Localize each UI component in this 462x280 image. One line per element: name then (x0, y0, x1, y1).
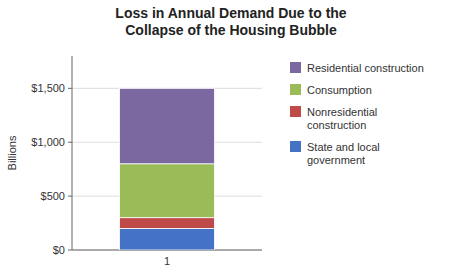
chart: Loss in Annual Demand Due to theCollapse… (0, 0, 462, 280)
legend-swatch (290, 84, 301, 95)
y-axis-label: Billions (6, 135, 18, 170)
bar-segment (120, 228, 215, 250)
tick-mark (68, 142, 72, 143)
legend-swatch (290, 62, 301, 73)
legend-label: State and localgovernment (307, 141, 380, 166)
tick-label: $0 (53, 244, 65, 256)
tick-label: $1,000 (31, 136, 65, 148)
y-axis-line (72, 56, 73, 250)
tick-mark (68, 250, 72, 251)
title: Loss in Annual Demand Due to theCollapse… (115, 5, 346, 38)
legend-swatch (290, 141, 301, 152)
category-label: 1 (164, 255, 170, 267)
bar-segment (120, 218, 215, 229)
bar-segment (120, 88, 215, 163)
tick-mark (68, 88, 72, 89)
bar-segment (120, 164, 215, 218)
tick-mark (68, 196, 72, 197)
legend-label: Consumption (307, 84, 372, 96)
legend-label: Residential construction (307, 62, 424, 74)
legend-label: Nonresidentialconstruction (307, 106, 377, 131)
bars (120, 88, 215, 250)
tick-label: $500 (41, 190, 65, 202)
tick-label: $1,500 (31, 82, 65, 94)
legend-swatch (290, 106, 301, 117)
